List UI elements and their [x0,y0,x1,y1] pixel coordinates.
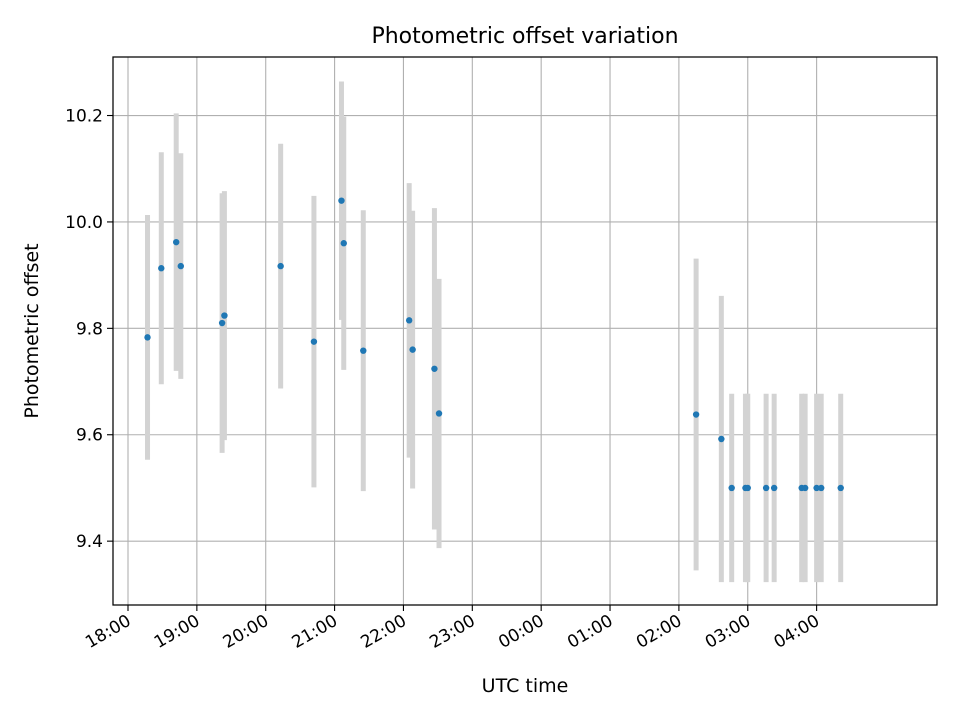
data-point [837,484,844,492]
data-point [405,317,413,324]
y-tick-label: 9.4 [76,532,103,552]
data-point [221,312,228,319]
data-point [218,319,226,327]
data-point [173,238,180,246]
point-layer [144,197,844,492]
data-point [770,484,778,492]
data-point [431,365,438,372]
data-point [340,240,347,247]
data-point [158,265,165,272]
y-axis-label: Photometric offset [21,243,43,418]
data-point [177,262,184,270]
data-point [718,435,725,443]
plot-frame [112,56,938,606]
data-point [818,484,825,492]
chart-title: Photometric offset variation [371,24,678,49]
y-axis-ticks: 9.4 9.6 9.8 10.0 10.2 [65,107,113,552]
data-point [728,484,735,492]
data-point [762,484,770,492]
y-tick-label: 10.0 [65,213,103,233]
data-point [692,411,700,418]
data-point [813,484,820,492]
data-point [409,346,416,353]
x-axis-label: UTC time [482,675,569,697]
data-point [310,338,318,345]
data-point [801,484,809,492]
data-point [744,484,751,492]
data-point [360,347,367,354]
y-tick-label: 9.6 [76,426,103,446]
data-point [435,410,443,417]
data-point [338,197,345,204]
y-tick-label: 10.2 [65,107,103,127]
data-point [144,334,151,341]
data-point [277,262,284,270]
y-tick-label: 9.8 [76,319,103,339]
